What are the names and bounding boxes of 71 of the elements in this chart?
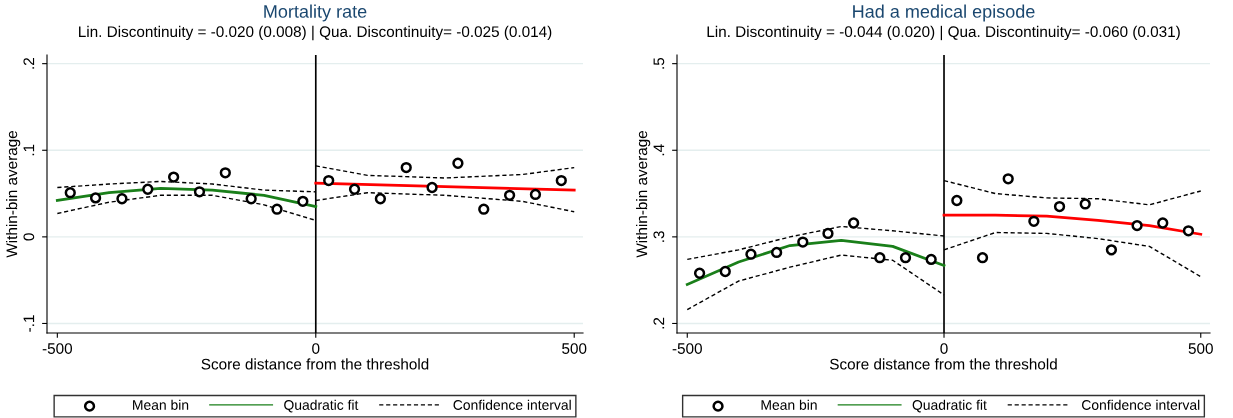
x-tick-label: 0 [312, 343, 320, 354]
point [1079, 198, 1091, 210]
point [89, 192, 102, 204]
x-axis-title: Score distance from the threshold [201, 358, 429, 370]
text: Mean bin [761, 399, 817, 410]
y-tick-label: .2 [653, 317, 665, 329]
chart-subtitle: Lin. Discontinuity = -0.020 (0.008) | Qua. Discontinuity= -0.025 (0.014) [79, 25, 552, 41]
y-tick-label: -.1 [23, 315, 35, 332]
y-tick-label: .5 [653, 57, 665, 69]
y-tick-label: 0 [23, 233, 35, 241]
y-tick-label: .3 [653, 231, 665, 242]
x-tick-label: -500 [672, 343, 702, 354]
point [116, 193, 128, 205]
point [297, 195, 309, 207]
point [245, 193, 257, 205]
y-axis-title: Within-bin average [6, 130, 21, 258]
point [426, 181, 438, 194]
legend-label: Confidence interval [453, 399, 571, 410]
legend-label: Quadratic fit [284, 399, 359, 413]
point [219, 167, 231, 179]
point [64, 187, 76, 199]
y-tick-label: .4 [653, 144, 665, 156]
point [271, 203, 283, 215]
y-axis-title: Within-bin average [636, 130, 651, 258]
point [951, 194, 963, 207]
point [899, 252, 912, 264]
chart-title: Mortality rate [264, 4, 367, 22]
point [874, 252, 886, 264]
point [1002, 173, 1014, 185]
point [1028, 215, 1040, 227]
x-tick-label: -500 [42, 343, 73, 354]
point [693, 267, 706, 279]
text: Mean bin [133, 399, 189, 410]
legend-label: Confidence interval [1082, 399, 1200, 410]
x-tick-label: 500 [562, 343, 587, 354]
y-tick-label: .2 [23, 58, 35, 69]
point [1131, 219, 1143, 232]
point [797, 236, 809, 248]
x-tick-label: 0 [940, 343, 948, 354]
x-axis-title: Score distance from the threshold [829, 358, 1057, 370]
point [770, 246, 783, 259]
point [719, 265, 731, 278]
line-series [55, 186, 318, 208]
point [478, 203, 490, 215]
point [529, 188, 542, 201]
legend-label: Quadratic fit [912, 399, 987, 413]
point [555, 174, 567, 187]
x-tick-label: 500 [1188, 343, 1213, 354]
line-series [942, 213, 1203, 236]
chart-title: Had a medical episode [853, 4, 1035, 22]
point [167, 171, 180, 183]
chart-subtitle: Lin. Discontinuity = -0.044 (0.020) | Qua. Discontinuity= -0.060 (0.031) [707, 25, 1180, 41]
point [323, 174, 335, 187]
point [848, 217, 860, 229]
point [822, 227, 834, 240]
point [1157, 217, 1169, 229]
point [1053, 200, 1066, 213]
point [400, 161, 412, 174]
point [193, 186, 206, 198]
point [1182, 225, 1195, 237]
point [503, 189, 516, 201]
point [1105, 244, 1118, 256]
y-tick-label: .1 [23, 144, 35, 156]
point [925, 253, 937, 266]
point [452, 157, 464, 169]
point [374, 193, 387, 205]
point [142, 183, 154, 195]
point [976, 252, 989, 264]
point [348, 183, 361, 195]
point [745, 248, 757, 260]
line-series [685, 238, 946, 286]
